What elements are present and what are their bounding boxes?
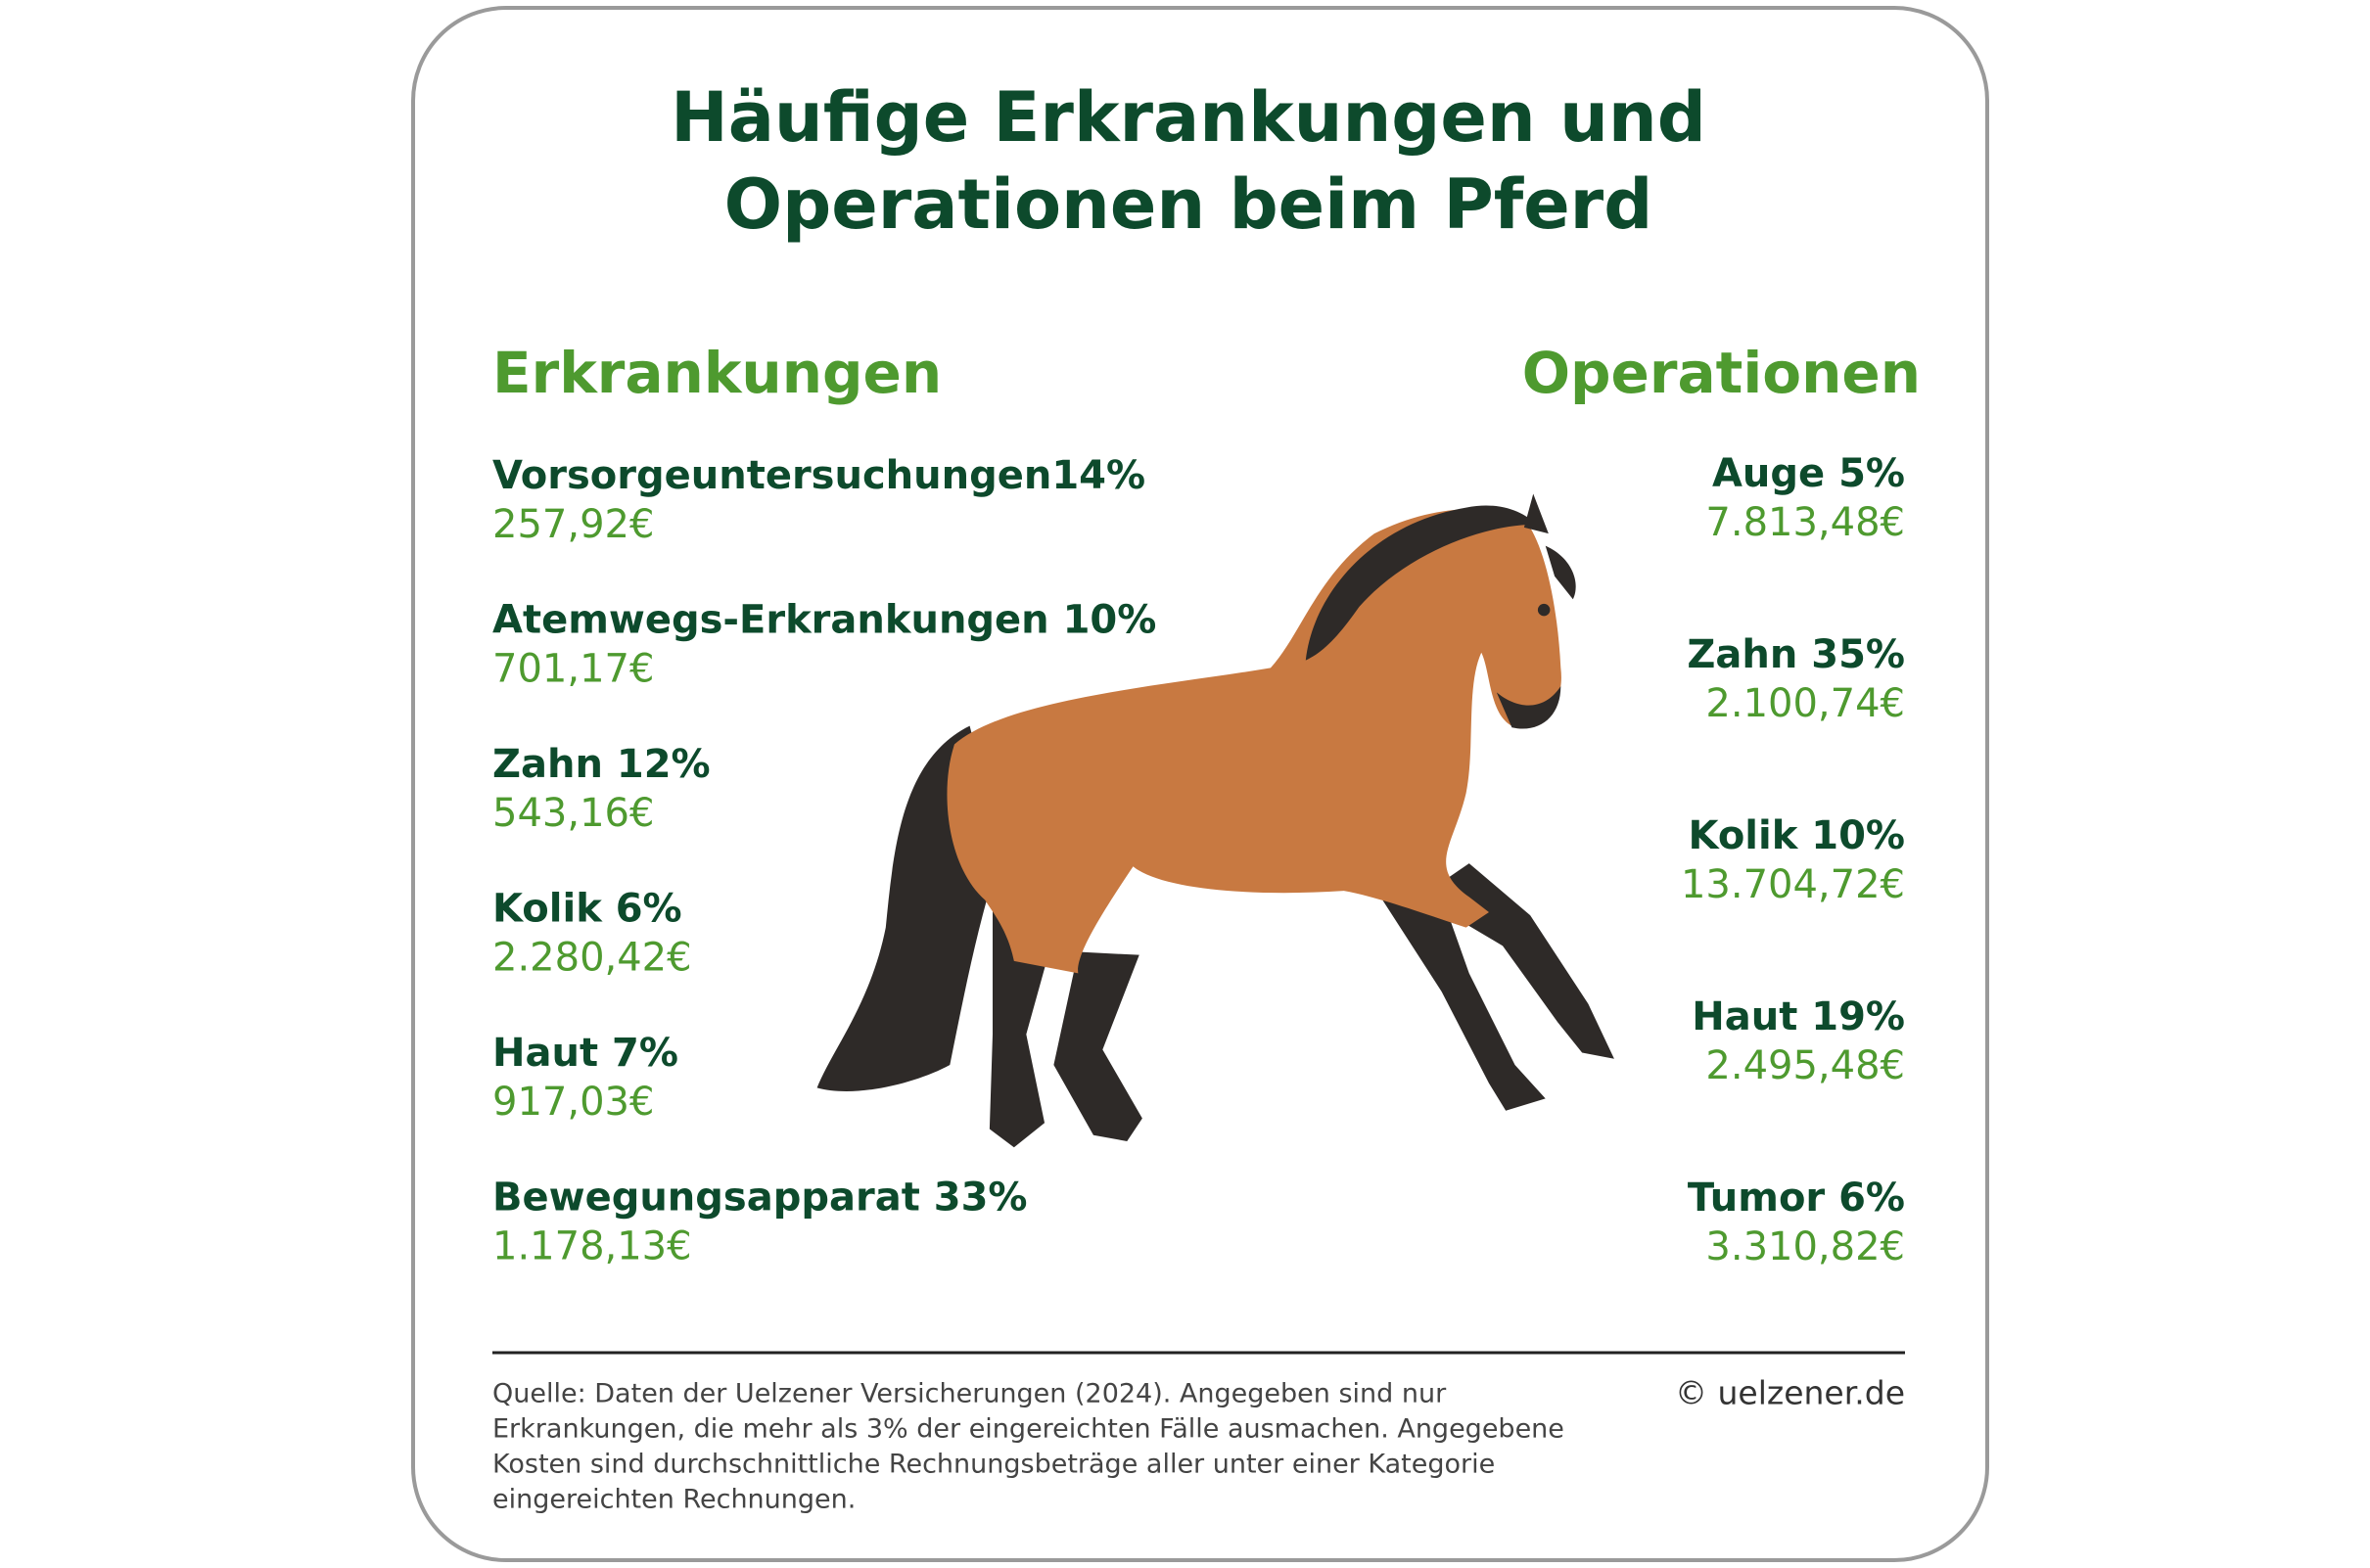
- operation-cost: 2.495,48€: [1705, 1043, 1905, 1088]
- disease-label: Haut 7%: [492, 1031, 678, 1076]
- disease-label: Kolik 6%: [492, 887, 682, 932]
- source-note: Kosten sind durchschnittliche Rechnungsb…: [492, 1450, 1495, 1480]
- operation-cost: 7.813,48€: [1705, 500, 1905, 545]
- copyright: © uelzener.de: [1675, 1374, 1905, 1412]
- title-line: Häufige Erkrankungen und: [671, 77, 1706, 158]
- disease-label: Bewegungsapparat 33%: [492, 1176, 1027, 1221]
- operation-label: Zahn 35%: [1687, 632, 1905, 677]
- title-line: Operationen beim Pferd: [724, 164, 1653, 245]
- operation-label: Haut 19%: [1692, 994, 1905, 1039]
- disease-label: Atemwegs-Erkrankungen 10%: [492, 598, 1156, 643]
- source-note: Erkrankungen, die mehr als 3% der einger…: [492, 1414, 1564, 1445]
- horse-illustration: [816, 493, 1614, 1148]
- disease-cost: 917,03€: [492, 1080, 654, 1125]
- operation-cost: 3.310,82€: [1705, 1224, 1905, 1269]
- disease-cost: 257,92€: [492, 502, 654, 547]
- section-heading: Erkrankungen: [492, 340, 942, 406]
- section-heading: Operationen: [1522, 340, 1921, 406]
- operation-label: Kolik 10%: [1689, 813, 1905, 858]
- operation-label: Tumor 6%: [1688, 1176, 1905, 1221]
- source-note: eingereichten Rechnungen.: [492, 1485, 856, 1515]
- operation-label: Auge 5%: [1712, 451, 1905, 496]
- disease-cost: 2.280,42€: [492, 936, 692, 981]
- disease-cost: 701,17€: [492, 647, 654, 692]
- disease-label: Zahn 12%: [492, 742, 711, 787]
- disease-cost: 543,16€: [492, 791, 654, 836]
- operation-cost: 2.100,74€: [1705, 681, 1905, 726]
- operation-cost: 13.704,72€: [1681, 862, 1905, 907]
- disease-label: Vorsorgeuntersuchungen14%: [492, 453, 1145, 498]
- source-note: Quelle: Daten der Uelzener Versicherunge…: [492, 1379, 1447, 1409]
- disease-cost: 1.178,13€: [492, 1224, 692, 1269]
